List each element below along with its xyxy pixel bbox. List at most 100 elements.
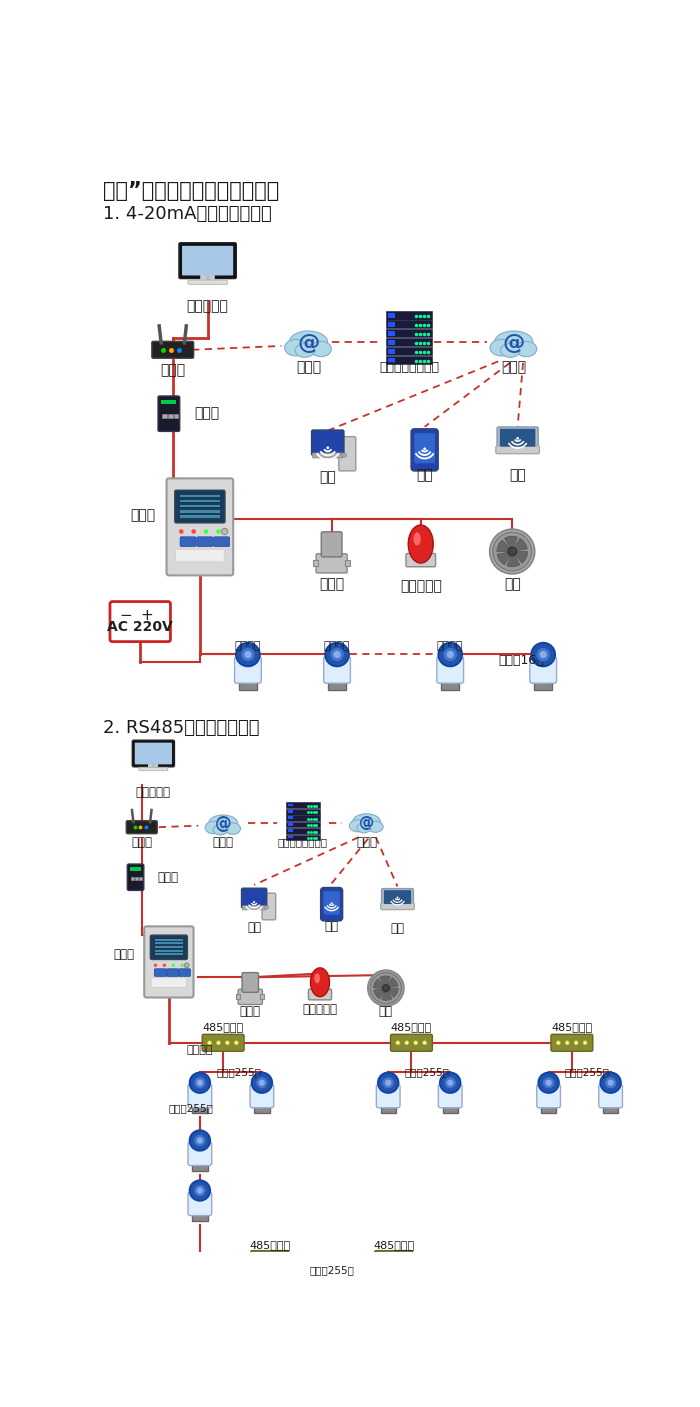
Bar: [603, 1104, 618, 1113]
Bar: [237, 995, 240, 999]
Circle shape: [185, 962, 189, 968]
Bar: [288, 829, 293, 832]
Text: 信号输出: 信号输出: [437, 642, 463, 651]
FancyBboxPatch shape: [176, 549, 224, 561]
Circle shape: [508, 547, 517, 556]
Text: 互联网: 互联网: [356, 836, 377, 848]
Circle shape: [396, 896, 398, 899]
Circle shape: [414, 1041, 418, 1045]
Text: 安帕尔网络服务器: 安帕尔网络服务器: [379, 362, 439, 374]
FancyBboxPatch shape: [214, 537, 230, 546]
FancyBboxPatch shape: [384, 891, 411, 905]
FancyBboxPatch shape: [182, 246, 233, 276]
FancyBboxPatch shape: [188, 1085, 211, 1107]
Bar: [180, 499, 220, 502]
Bar: [254, 1104, 270, 1113]
Circle shape: [423, 1041, 426, 1045]
FancyBboxPatch shape: [316, 554, 347, 573]
FancyBboxPatch shape: [167, 478, 233, 575]
Bar: [389, 331, 396, 336]
FancyBboxPatch shape: [497, 426, 538, 449]
Circle shape: [208, 1041, 211, 1045]
Bar: [345, 560, 350, 566]
Text: 电磁阀: 电磁阀: [239, 1006, 260, 1019]
Bar: [386, 338, 433, 346]
Circle shape: [368, 971, 404, 1006]
Circle shape: [247, 1289, 253, 1294]
Circle shape: [415, 1286, 426, 1297]
Circle shape: [440, 1072, 461, 1093]
Circle shape: [216, 529, 221, 533]
Text: AC 220V: AC 220V: [107, 620, 173, 635]
Text: 电脑: 电脑: [319, 470, 336, 484]
Ellipse shape: [311, 342, 331, 356]
Bar: [286, 829, 320, 834]
FancyBboxPatch shape: [178, 969, 190, 976]
FancyBboxPatch shape: [139, 767, 168, 771]
FancyBboxPatch shape: [188, 1192, 211, 1216]
Wedge shape: [374, 979, 384, 988]
FancyBboxPatch shape: [238, 989, 262, 1005]
Bar: [288, 803, 293, 806]
Text: 路由器: 路由器: [160, 363, 186, 377]
Bar: [442, 680, 459, 689]
Circle shape: [574, 1041, 578, 1045]
Bar: [130, 867, 141, 871]
Circle shape: [244, 651, 251, 658]
Circle shape: [259, 1079, 265, 1086]
Bar: [368, 1311, 382, 1320]
Ellipse shape: [357, 823, 371, 833]
Circle shape: [368, 1286, 380, 1297]
Text: 可连接255台: 可连接255台: [405, 1067, 449, 1076]
Circle shape: [385, 1079, 391, 1086]
Bar: [534, 680, 552, 689]
Text: 路由器: 路由器: [132, 836, 153, 848]
Circle shape: [280, 1256, 284, 1261]
Text: 485中继器: 485中继器: [373, 1240, 414, 1249]
Circle shape: [396, 1041, 400, 1045]
FancyBboxPatch shape: [363, 1293, 385, 1314]
Text: 可连接255台: 可连接255台: [565, 1067, 610, 1076]
Bar: [389, 349, 396, 355]
FancyBboxPatch shape: [167, 969, 178, 976]
FancyBboxPatch shape: [188, 280, 228, 284]
Text: 大众”系列带显示固定式检测仪: 大众”系列带显示固定式检测仪: [103, 182, 279, 201]
Circle shape: [193, 1076, 206, 1089]
Text: +: +: [141, 608, 153, 623]
Text: 转换器: 转换器: [158, 871, 178, 884]
Ellipse shape: [414, 532, 421, 546]
Text: 485中继器: 485中继器: [249, 1240, 290, 1249]
Bar: [389, 339, 396, 345]
FancyBboxPatch shape: [321, 888, 342, 922]
FancyBboxPatch shape: [188, 1142, 211, 1165]
FancyBboxPatch shape: [312, 431, 344, 456]
Ellipse shape: [408, 525, 433, 563]
Text: 信号输出: 信号输出: [324, 642, 350, 651]
Circle shape: [531, 643, 555, 667]
Wedge shape: [388, 978, 398, 988]
FancyBboxPatch shape: [154, 969, 167, 976]
Circle shape: [191, 529, 196, 533]
Bar: [180, 515, 220, 518]
Ellipse shape: [490, 339, 512, 356]
Ellipse shape: [295, 343, 315, 357]
FancyBboxPatch shape: [391, 1034, 433, 1051]
Wedge shape: [497, 540, 509, 552]
Ellipse shape: [205, 822, 222, 834]
Circle shape: [225, 1041, 230, 1045]
Bar: [314, 560, 318, 566]
FancyBboxPatch shape: [197, 537, 213, 546]
FancyBboxPatch shape: [132, 740, 174, 767]
Circle shape: [154, 964, 158, 967]
Text: 485中继器: 485中继器: [202, 1023, 244, 1033]
Bar: [389, 357, 396, 363]
FancyBboxPatch shape: [241, 888, 267, 908]
Wedge shape: [497, 553, 510, 564]
Ellipse shape: [368, 822, 383, 833]
Bar: [286, 822, 320, 827]
Bar: [328, 680, 346, 689]
Circle shape: [193, 1185, 206, 1197]
Text: @: @: [298, 333, 320, 353]
FancyBboxPatch shape: [500, 429, 536, 446]
FancyBboxPatch shape: [262, 893, 276, 920]
